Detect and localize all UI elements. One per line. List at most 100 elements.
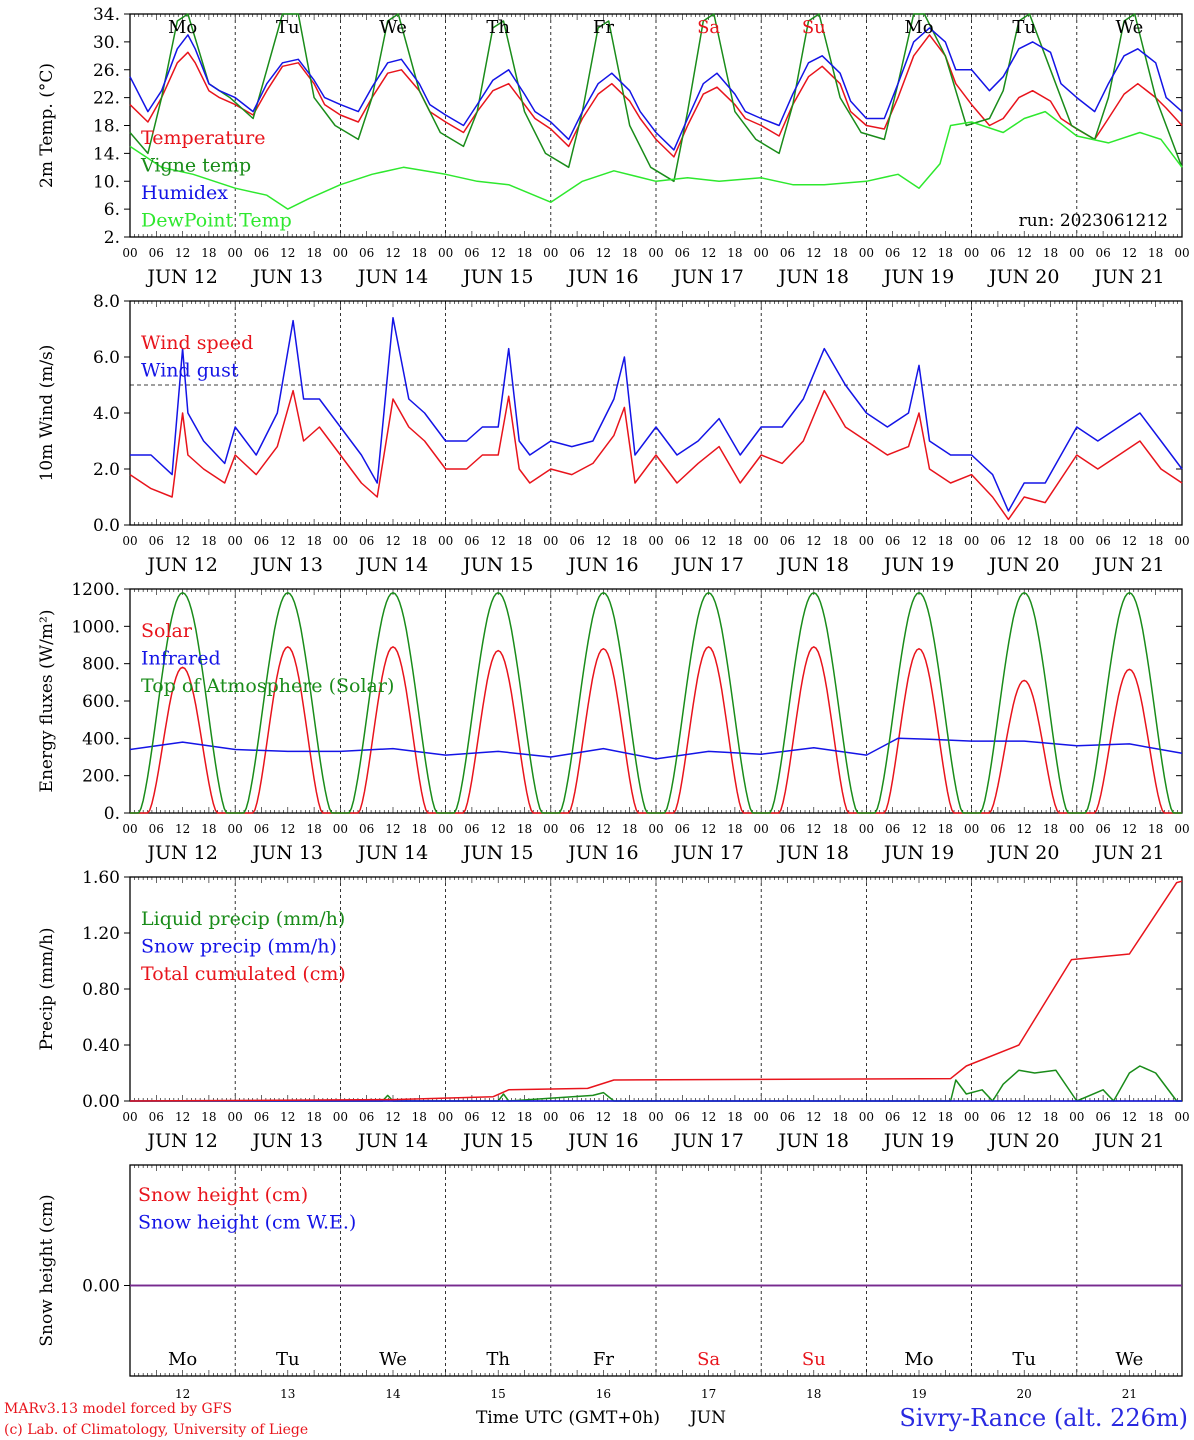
- hour-label: 12: [806, 1110, 821, 1124]
- hour-label: 12: [596, 1110, 611, 1124]
- y-tick-label: 800.: [82, 655, 120, 675]
- hour-label: 00: [122, 534, 137, 548]
- hour-label: 00: [333, 534, 348, 548]
- hour-label: 18: [1043, 1110, 1058, 1124]
- hour-label: 18: [1148, 1110, 1163, 1124]
- hour-label: 06: [569, 246, 584, 260]
- hour-label: 06: [569, 534, 584, 548]
- hour-label: 06: [149, 822, 164, 836]
- hour-label: 12: [385, 246, 400, 260]
- hour-label: 00: [228, 822, 243, 836]
- hour-label: 00: [543, 822, 558, 836]
- date-label: JUN 17: [671, 554, 743, 576]
- hour-label: 12: [491, 822, 506, 836]
- hour-label: 00: [754, 534, 769, 548]
- y-tick-label: 0.0: [93, 516, 120, 536]
- hour-label: 18: [1043, 246, 1058, 260]
- y-tick-label: 0.80: [82, 980, 120, 1000]
- hour-label: 06: [149, 1110, 164, 1124]
- hour-label: 00: [754, 1110, 769, 1124]
- date-label: JUN 15: [461, 1130, 533, 1152]
- day-number: 15: [491, 1387, 506, 1401]
- day-name: Su: [802, 1349, 826, 1370]
- hour-label: 12: [911, 534, 926, 548]
- hour-label: 18: [727, 822, 742, 836]
- hour-label: 06: [254, 246, 269, 260]
- hour-label: 00: [964, 822, 979, 836]
- y-tick-label: 0.: [104, 804, 120, 824]
- hour-label: 18: [938, 246, 953, 260]
- date-label: JUN 17: [671, 842, 743, 864]
- hour-label: 18: [832, 822, 847, 836]
- legend-entry: Top of Atmosphere (Solar): [141, 675, 394, 697]
- hour-label: 12: [1122, 822, 1137, 836]
- day-name: Th: [486, 1349, 510, 1370]
- hour-label: 18: [938, 534, 953, 548]
- y-tick-label: 2.0: [93, 460, 120, 480]
- y-axis-title: Snow height (cm): [37, 1194, 57, 1346]
- day-name: Mo: [904, 17, 933, 38]
- hour-label: 18: [201, 534, 216, 548]
- date-label: JUN 17: [671, 266, 743, 288]
- hour-label: 00: [1069, 822, 1084, 836]
- day-name: Fr: [593, 1349, 614, 1370]
- date-label: JUN 20: [987, 842, 1059, 864]
- day-name: Mo: [168, 17, 197, 38]
- series-dewpoint-temp: [129, 110, 1183, 210]
- legend-entry: Liquid precip (mm/h): [141, 908, 345, 930]
- y-tick-label: 6.0: [93, 348, 120, 368]
- hour-label: 18: [832, 534, 847, 548]
- panel-frame: [129, 300, 1183, 526]
- hour-label: 06: [990, 1110, 1005, 1124]
- hour-label: 18: [938, 1110, 953, 1124]
- y-tick-label: 1.60: [82, 868, 120, 888]
- hour-label: 06: [885, 534, 900, 548]
- hour-label: 12: [911, 1110, 926, 1124]
- date-label: JUN 14: [356, 842, 428, 864]
- hour-label: 18: [306, 246, 321, 260]
- hour-label: 12: [385, 534, 400, 548]
- hour-label: 00: [1174, 534, 1189, 548]
- hour-label: 12: [491, 534, 506, 548]
- hour-label: 18: [517, 246, 532, 260]
- hour-label: 06: [990, 246, 1005, 260]
- hour-label: 00: [122, 246, 137, 260]
- hour-label: 06: [254, 822, 269, 836]
- date-label: JUN 18: [777, 266, 849, 288]
- hour-label: 06: [254, 534, 269, 548]
- date-label: JUN 15: [461, 554, 533, 576]
- y-tick-label: 400.: [82, 729, 120, 749]
- date-label: JUN 12: [145, 266, 217, 288]
- date-label: JUN 13: [251, 266, 323, 288]
- hour-label: 18: [727, 246, 742, 260]
- legend-entry: Infrared: [141, 648, 221, 670]
- legend-entry: Snow height (cm W.E.): [138, 1212, 356, 1234]
- hour-label: 06: [1095, 246, 1110, 260]
- date-label: JUN 19: [882, 554, 954, 576]
- hour-label: 18: [1148, 534, 1163, 548]
- series-total-cumulated-cm: [129, 880, 1183, 1102]
- series-wind-speed: [129, 389, 1183, 521]
- hour-label: 12: [701, 534, 716, 548]
- hour-label: 06: [359, 534, 374, 548]
- legend-entry: Total cumulated (cm): [141, 963, 346, 985]
- day-number: 16: [596, 1387, 611, 1401]
- series-wind-gust: [130, 317, 1183, 512]
- hour-label: 12: [701, 246, 716, 260]
- hour-label: 12: [1017, 246, 1032, 260]
- legend-entry: Humidex: [141, 182, 228, 204]
- hour-label: 18: [412, 1110, 427, 1124]
- hour-label: 12: [491, 246, 506, 260]
- credit-line-2: (c) Lab. of Climatology, University of L…: [4, 1422, 308, 1438]
- day-name: We: [1116, 17, 1144, 38]
- date-label: JUN 19: [882, 266, 954, 288]
- hour-label: 12: [806, 246, 821, 260]
- day-number: 20: [1017, 1387, 1032, 1401]
- day-name: Fr: [593, 17, 614, 38]
- y-tick-label: 22.: [93, 89, 120, 109]
- hour-label: 00: [859, 246, 874, 260]
- hour-label: 00: [859, 822, 874, 836]
- date-label: JUN 12: [145, 554, 217, 576]
- hour-label: 18: [622, 1110, 637, 1124]
- legend-entry: Snow height (cm): [138, 1184, 308, 1206]
